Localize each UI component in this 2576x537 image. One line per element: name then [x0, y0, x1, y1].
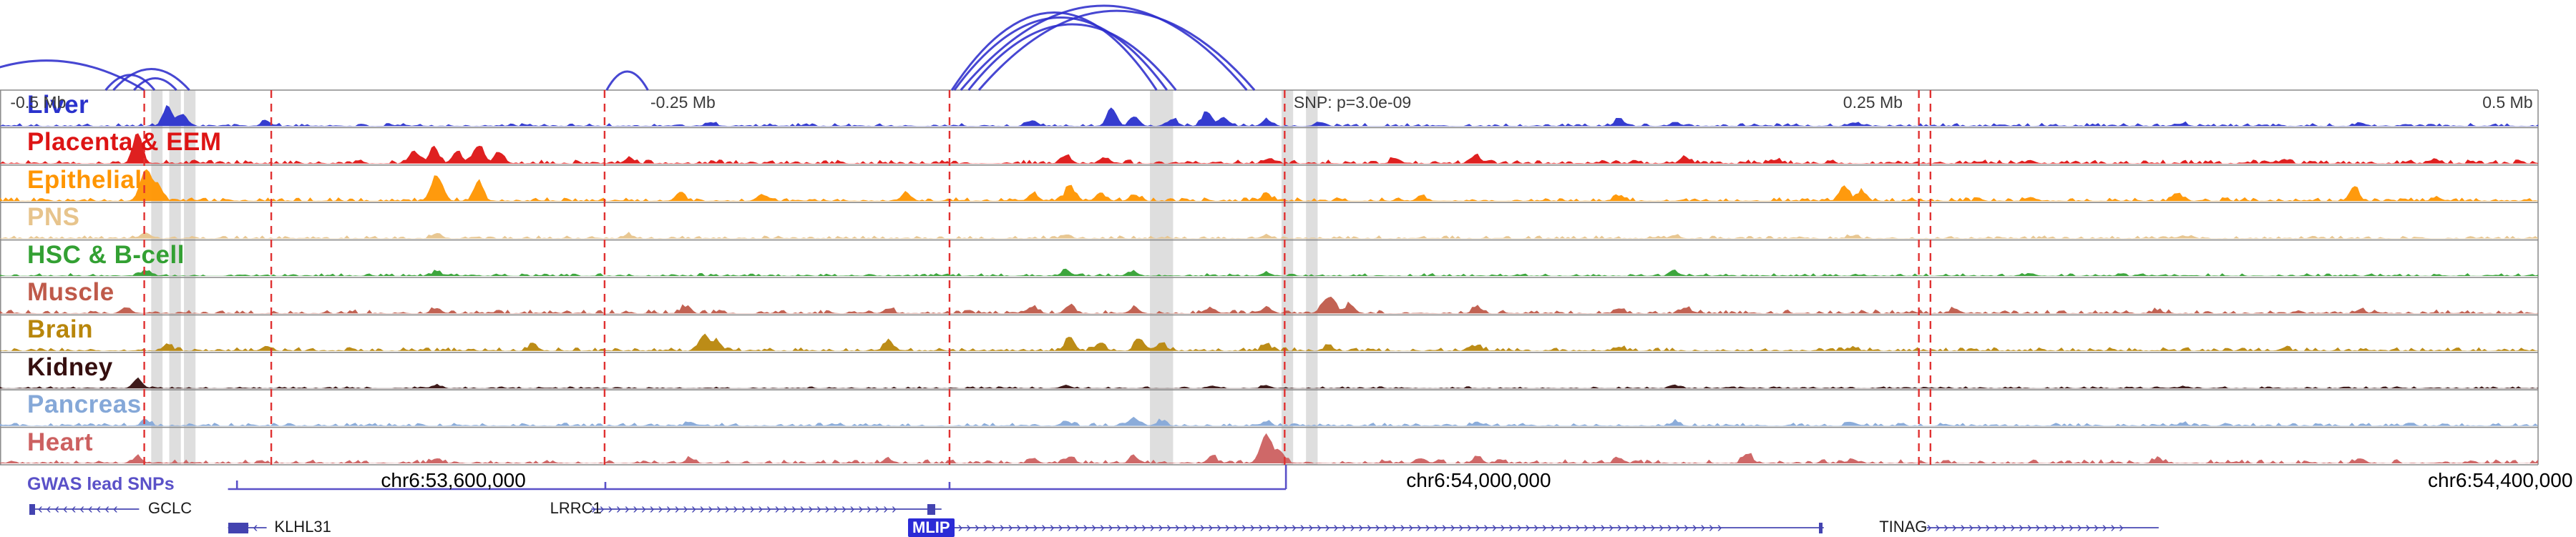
track-signal-pancreas[interactable] — [0, 416, 2538, 426]
gwas-lead-snps-label: GWAS lead SNPs — [27, 474, 175, 494]
track-label-pns[interactable]: PNS — [27, 203, 80, 232]
gene-arrows-mlip[interactable]: ››››››››››››››››››››››››››››››››››››››››… — [949, 520, 1726, 536]
scale-label-0-25mb: 0.25 Mb — [1843, 93, 1903, 112]
interaction-arc — [977, 9, 1256, 91]
interaction-arc — [953, 16, 1169, 91]
gene-exon-lrrc1[interactable] — [927, 504, 935, 515]
track-signal-placenta-eem[interactable] — [0, 133, 2538, 164]
gene-label-lrrc1[interactable]: LRRC1 — [550, 499, 602, 517]
track-label-muscle[interactable]: Muscle — [27, 278, 114, 306]
chrom-position-label-1: chr6:54,000,000 — [1406, 469, 1551, 491]
gene-arrows-gclc[interactable]: ‹‹‹‹‹‹‹‹‹‹‹ — [29, 501, 122, 517]
track-label-pancreas[interactable]: Pancreas — [27, 390, 142, 419]
track-signal-pns[interactable] — [0, 232, 2538, 239]
track-signal-brain[interactable] — [0, 333, 2538, 351]
track-signal-epithelial[interactable] — [0, 169, 2538, 202]
scale-label-minus-0-25mb: -0.25 Mb — [650, 93, 716, 112]
scale-label-0-5mb: 0.5 Mb — [2482, 93, 2533, 112]
interaction-arc — [112, 68, 190, 92]
track-signal-heart[interactable] — [0, 433, 2538, 463]
interaction-arc — [967, 23, 1177, 91]
gene-label-gclc[interactable]: GCLC — [148, 499, 192, 517]
track-label-liver[interactable]: Liver — [27, 91, 89, 119]
track-signal-hsc-b-cell[interactable] — [0, 268, 2538, 276]
gene-label-mlip[interactable]: MLIP — [908, 518, 955, 537]
gene-label-klhl31[interactable]: KLHL31 — [274, 518, 331, 536]
interaction-arc — [960, 4, 1248, 91]
track-label-hsc-b-cell[interactable]: HSC & B-cell — [27, 240, 185, 269]
track-signal-liver[interactable] — [0, 105, 2538, 127]
chrom-position-label-2: chr6:54,400,000 — [2428, 469, 2573, 491]
scale-label-minus-0-5mb: -0.5 Mb — [10, 93, 67, 112]
snp-pvalue-label: SNP: p=3.0e-09 — [1293, 93, 1412, 112]
gene-exon-klhl31[interactable] — [228, 523, 249, 533]
gene-label-tinag[interactable]: TINAG — [1879, 518, 1928, 536]
track-signal-muscle[interactable] — [0, 296, 2538, 314]
interaction-arc — [605, 70, 649, 91]
interaction-arc — [0, 59, 145, 92]
track-label-brain[interactable]: Brain — [27, 315, 93, 344]
gene-arrows-lrrc1[interactable]: ››››››››››››››››››››››››››››››››››››› — [591, 501, 900, 517]
gene-exon-mlip[interactable] — [1818, 523, 1823, 533]
track-label-heart[interactable]: Heart — [27, 428, 93, 456]
interaction-arc — [950, 11, 1158, 91]
interaction-arc — [133, 77, 177, 92]
track-label-kidney[interactable]: Kidney — [27, 353, 113, 381]
gene-exon-gclc[interactable] — [29, 504, 35, 515]
chrom-position-label-0: chr6:53,600,000 — [381, 469, 526, 491]
gene-arrows-tinag[interactable]: ›››››››››››››››››››››››› — [1926, 520, 2127, 536]
track-signal-kidney[interactable] — [0, 377, 2538, 389]
track-label-placenta-eem[interactable]: Placenta & EEM — [27, 128, 222, 157]
track-label-epithelial[interactable]: Epithelial — [27, 165, 142, 194]
